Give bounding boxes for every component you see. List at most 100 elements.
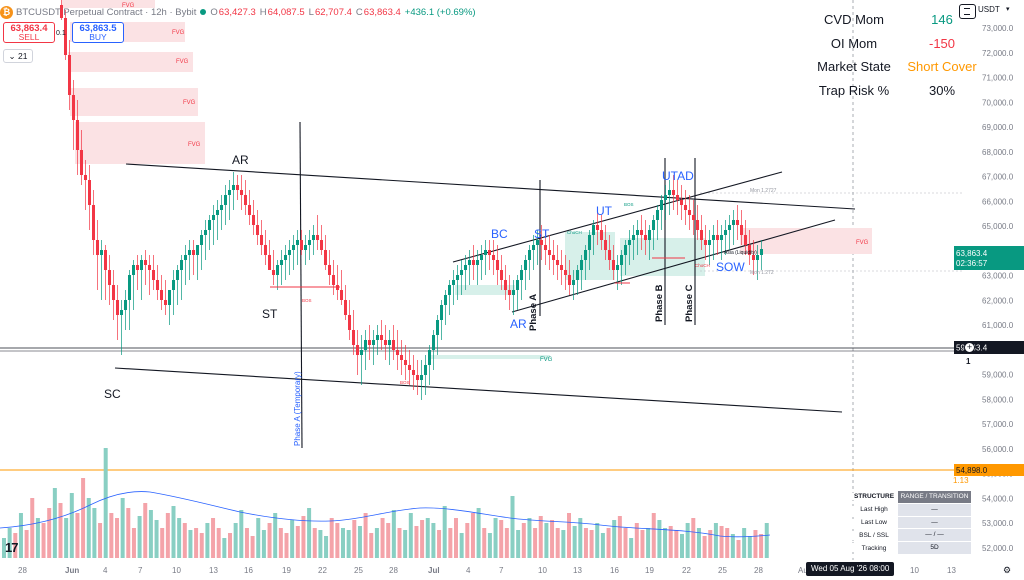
candle-body [528,250,531,260]
price-tick-label: 52,000.0 [982,544,1014,553]
volume-bar [487,533,492,558]
symbol-title[interactable]: BTCUSDT Perpetual Contract · 12h · Bybit [16,6,197,18]
countdown-text: 02:36:57 [956,259,988,268]
candle-body [564,270,567,275]
fvg-labels: FVG FVG FVG FVG FVG FVG FVG [122,3,869,363]
candle-body [236,185,239,190]
symbol-header[interactable]: ₿ BTCUSDT Perpetual Contract · 12h · Byb… [0,4,476,20]
volume-bar [646,528,651,558]
volume-bar [267,523,272,558]
volume-bar [561,530,566,558]
candle-body [604,240,607,250]
gear-icon[interactable]: ⚙ [1003,565,1012,575]
label-st: ST [262,307,278,321]
svg-text:FVG: FVG [188,142,201,148]
label-utad: UTAD [662,169,694,183]
volume-bar [572,526,577,558]
price-tick-label: 70,000.0 [982,98,1014,107]
buy-button[interactable]: 63,863.5 BUY [72,22,124,43]
bos-label-1: BOS [302,298,312,303]
candle-body [608,250,611,260]
bos-label-3: BOS [624,202,634,207]
volume-bar [165,513,170,558]
structure-row: Last High — [850,503,971,517]
label-phase-b: Phase B [654,284,665,322]
stats-key: OI Mom [830,35,878,51]
label-ut: UT [596,204,613,218]
candle-body [320,240,323,250]
candle-body [224,195,227,205]
svg-text:FVG: FVG [172,30,185,36]
time-tick-label: 28 [754,566,763,575]
structure-key: Last Low [850,518,898,526]
volume-bar [713,523,718,558]
volume-bar [567,513,571,558]
volume-bar [216,528,221,558]
candle-body [220,205,223,210]
candle-body [164,300,167,305]
orange-level-text: 54,898.0 [956,466,988,475]
candle-body [512,290,515,295]
volume-bar [346,530,351,558]
volume-bar [470,513,475,558]
candle-body [464,265,467,270]
volume-bar [425,518,430,558]
time-tick-label: 19 [282,566,291,575]
volume-bar [374,528,379,558]
candle-body [548,250,551,255]
volume-bar [352,520,357,558]
volume-bar [730,534,735,558]
candle-body [80,150,83,175]
volume-bar [521,523,526,558]
volume-bar [391,510,396,558]
volume-bar [312,528,317,558]
sell-button[interactable]: 63,863.4 SELL [3,22,55,43]
candle-body [460,270,463,275]
volume-bar [448,528,453,558]
fvg-zones [62,0,872,359]
candle-body [216,210,219,215]
structure-row: Tracking 5D [850,542,971,555]
candle-body [232,185,235,190]
time-tick-label: 10 [172,566,181,575]
candle-body [328,265,331,275]
quantity-stepper[interactable]: ⌄ 21 [3,49,33,63]
structure-key: Last High [850,506,898,514]
volume-bar [493,518,498,558]
currency-selector[interactable]: USDT [978,5,1000,14]
volume-bar [290,520,295,558]
volume-bar [634,523,639,558]
candle-body [104,250,107,270]
candle-body [744,235,747,245]
chart-menu-button[interactable] [959,4,976,19]
volume-bar [98,523,103,558]
candle-body [256,225,259,235]
volume-bar [324,536,329,558]
volume-bar [228,533,232,558]
candle-body [160,290,163,300]
volume-bar [171,506,176,558]
volume-bar [357,526,362,558]
volume-bar [278,528,283,558]
label-sc: SC [104,387,121,401]
candle-body [148,265,151,270]
volume-bar [668,526,673,558]
add-alert-button[interactable]: + [964,342,975,353]
volume-bar [465,523,470,558]
candle-body [648,230,651,240]
time-tick-label: Jun [65,566,79,575]
chevron-down-icon[interactable]: ▾ [1006,6,1010,13]
structure-value: — [898,503,971,516]
orange-level-badge [954,464,1024,476]
time-axis[interactable]: 28 Jun 4 7 10 13 16 19 22 25 28 Jul 4 7 10 13 16 19 22 25 28… [18,566,956,575]
time-tick-label: 28 [389,566,398,575]
candle-body [748,245,751,255]
volume-bar [284,533,289,558]
price-tick-label: 58,000.0 [982,395,1014,404]
candle-body [728,225,731,230]
volume-bar [742,528,747,558]
candle-body [724,230,727,235]
candle-body [340,290,343,300]
volume-bar [182,523,187,558]
